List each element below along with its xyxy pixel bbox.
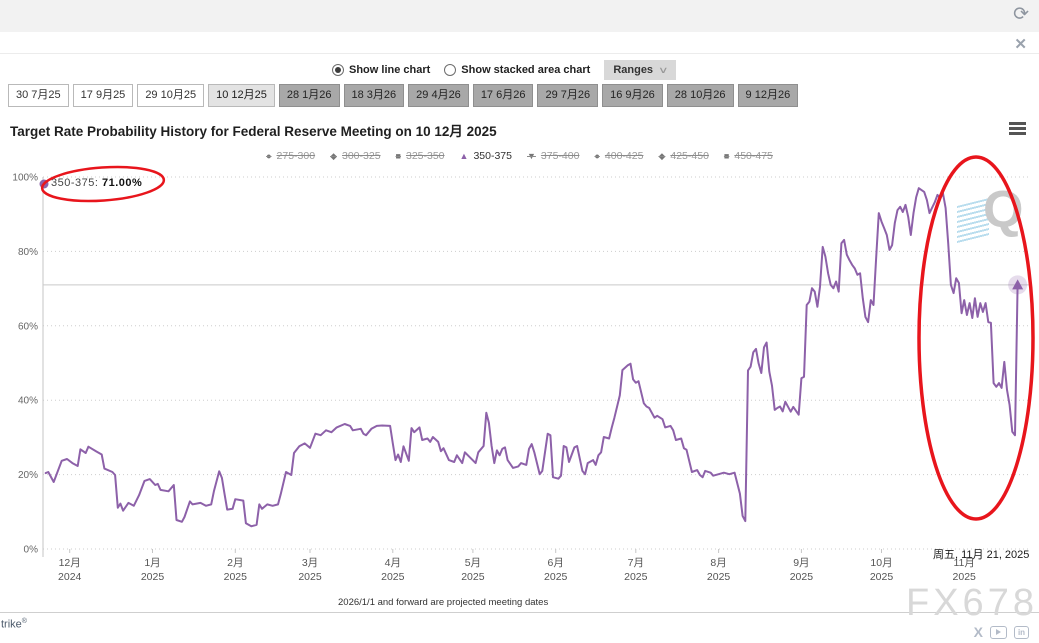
svg-text:6月: 6月 <box>548 557 564 569</box>
svg-text:4月: 4月 <box>385 557 401 569</box>
tab-16-9月26[interactable]: 16 9月26 <box>602 84 663 107</box>
svg-text:2025: 2025 <box>624 571 648 583</box>
current-date-label: 周五, 11月 21, 2025 <box>933 549 1030 561</box>
tab-29-7月26[interactable]: 29 7月26 <box>537 84 599 107</box>
svg-text:3月: 3月 <box>302 557 318 569</box>
svg-text:2025: 2025 <box>707 571 731 583</box>
legend-item-450-475[interactable]: ■ 450-475 <box>724 150 773 162</box>
svg-text:10月: 10月 <box>870 557 892 569</box>
radio-line-icon[interactable] <box>332 64 344 76</box>
top-bar: ⟳ <box>0 0 1039 32</box>
radio-line-chart[interactable]: Show line chart <box>332 64 430 76</box>
svg-text:7月: 7月 <box>628 557 644 569</box>
tab-28-1月26[interactable]: 28 1月26 <box>278 84 340 107</box>
circle-marker-icon: ● <box>594 151 600 161</box>
legend-label: 350-375 <box>473 150 512 162</box>
legend-item-400-425[interactable]: ● 400-425 <box>594 150 643 162</box>
svg-text:40%: 40% <box>18 396 38 407</box>
svg-text:2025: 2025 <box>381 571 405 583</box>
legend-label: 450-475 <box>734 150 773 162</box>
svg-text:2024: 2024 <box>58 571 82 583</box>
legend-item-300-325[interactable]: ◆ 300-325 <box>330 150 380 162</box>
refresh-icon[interactable]: ⟳ <box>1013 4 1029 25</box>
radio-line-label: Show line chart <box>349 64 431 76</box>
chart-controls: Show line chart Show stacked area chart … <box>332 60 676 80</box>
quikstrike-logo-fragment: trike® <box>1 618 27 631</box>
header-divider <box>0 53 1039 54</box>
svg-text:8月: 8月 <box>710 557 726 569</box>
chart-legend: ● 275-300 ◆ 300-325 ■ 325-350 ▲ 350-375 ▼ 375-400… <box>0 150 1039 162</box>
youtube-icon[interactable] <box>990 625 1007 639</box>
tab-17-9月25[interactable]: 17 9月25 <box>72 84 134 107</box>
legend-item-425-450[interactable]: ◆ 425-450 <box>658 150 708 162</box>
circle-marker-icon: ● <box>266 151 272 161</box>
tab-18-3月26[interactable]: 18 3月26 <box>343 84 405 107</box>
radio-area-label: Show stacked area chart <box>461 64 591 76</box>
tab-9-12月26[interactable]: 9 12月26 <box>737 84 799 107</box>
legend-label: 275-300 <box>276 150 316 162</box>
square-marker-icon: ■ <box>395 151 401 161</box>
tab-29-10月25[interactable]: 29 10月25 <box>137 84 205 107</box>
svg-text:2月: 2月 <box>227 557 243 569</box>
legend-label: 325-350 <box>405 150 445 162</box>
svg-text:1月: 1月 <box>144 557 160 569</box>
legend-label: 300-325 <box>342 150 381 162</box>
meeting-date-tabs: 30 7月25 17 9月25 29 10月25 10 12月25 28 1月26 18 … <box>8 84 799 107</box>
svg-text:20%: 20% <box>18 470 38 481</box>
legend-label: 425-450 <box>670 150 709 162</box>
triangle-down-marker-icon: ▼ <box>527 151 536 161</box>
close-icon[interactable]: ✕ <box>1014 36 1027 53</box>
legend-item-275-300[interactable]: ● 275-300 <box>266 150 315 162</box>
footer-divider <box>0 612 1039 613</box>
svg-text:100%: 100% <box>12 173 38 184</box>
fx678-watermark: FX678 <box>906 582 1038 624</box>
tab-28-10月26[interactable]: 28 10月26 <box>666 84 734 107</box>
legend-label: 375-400 <box>540 150 580 162</box>
svg-text:5月: 5月 <box>465 557 481 569</box>
tab-17-6月26[interactable]: 17 6月26 <box>472 84 534 107</box>
radio-area-chart[interactable]: Show stacked area chart <box>444 64 590 76</box>
svg-text:9月: 9月 <box>793 557 809 569</box>
tab-30-7月25[interactable]: 30 7月25 <box>8 84 69 107</box>
svg-text:12月: 12月 <box>59 557 81 569</box>
legend-item-375-400[interactable]: ▼ 375-400 <box>527 150 579 162</box>
chart-title: Target Rate Probability History for Fede… <box>10 124 497 139</box>
social-icons: X in <box>974 624 1029 640</box>
tab-10-12月25[interactable]: 10 12月25 <box>208 84 275 107</box>
legend-item-325-350[interactable]: ■ 325-350 <box>396 150 445 162</box>
x-twitter-icon[interactable]: X <box>973 624 983 640</box>
svg-text:80%: 80% <box>18 247 38 258</box>
tab-29-4月26[interactable]: 29 4月26 <box>408 84 469 107</box>
svg-text:2025: 2025 <box>461 571 485 583</box>
linkedin-icon[interactable]: in <box>1014 625 1029 639</box>
svg-text:2025: 2025 <box>544 571 568 583</box>
chevron-down-icon: ∨ <box>658 64 669 75</box>
radio-area-icon[interactable] <box>444 64 457 76</box>
q-letter: Q <box>983 181 1024 239</box>
diamond-marker-icon: ◆ <box>330 150 337 161</box>
svg-text:2025: 2025 <box>790 571 814 583</box>
legend-item-350-375[interactable]: ▲ 350-375 <box>460 150 512 162</box>
square-marker-icon: ■ <box>723 151 730 161</box>
tooltip: 350-375: 71.00% <box>51 177 142 189</box>
triangle-up-marker-icon: ▲ <box>459 151 469 161</box>
legend-label: 400-425 <box>604 150 644 162</box>
tooltip-value: 71.00% <box>102 177 143 189</box>
svg-text:2025: 2025 <box>298 571 322 583</box>
svg-text:2025: 2025 <box>870 571 894 583</box>
chart-menu-icon[interactable] <box>1009 122 1026 137</box>
diamond-marker-icon: ◆ <box>658 150 666 161</box>
ranges-label: Ranges <box>613 64 654 76</box>
ranges-dropdown[interactable]: Ranges ∨ <box>604 60 676 80</box>
svg-text:2025: 2025 <box>224 571 248 583</box>
tooltip-series-label: 350-375: <box>51 177 99 189</box>
svg-text:0%: 0% <box>24 545 39 556</box>
svg-text:60%: 60% <box>18 321 38 332</box>
svg-text:2025: 2025 <box>141 571 165 583</box>
projection-note: 2026/1/1 and forward are projected meeti… <box>338 597 549 608</box>
